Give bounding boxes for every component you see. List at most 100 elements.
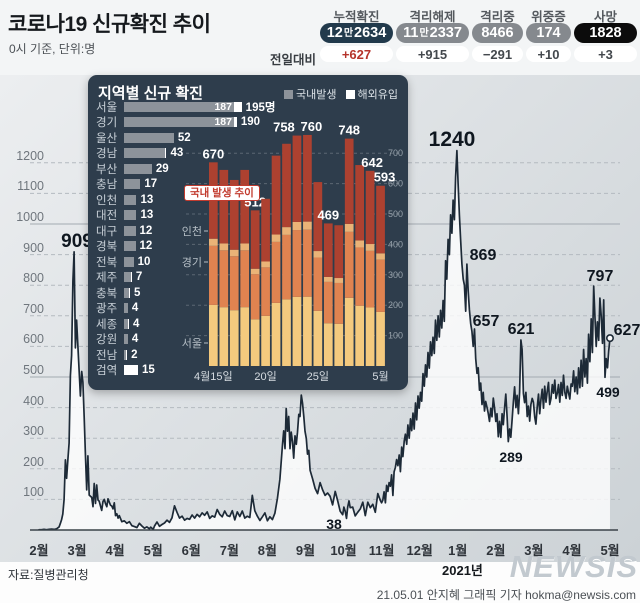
region-bar-wrap <box>124 225 136 236</box>
region-bar-domestic <box>124 272 131 283</box>
region-row: 광주 4 <box>96 301 296 317</box>
region-row: 검역 15 <box>96 363 296 379</box>
stat-label: 사망 <box>593 10 617 24</box>
inset-bar-segment-서울 <box>292 296 302 366</box>
stat-value-pill: 8466 <box>472 23 523 43</box>
stat-label: 격리중 <box>480 10 515 24</box>
stat-value-main: 12 <box>326 25 343 41</box>
y-tick-label: 600 <box>23 332 44 347</box>
inset-bar-segment-서울 <box>240 307 250 366</box>
region-bar-wrap <box>124 334 128 345</box>
region-bar-wrap <box>124 256 134 267</box>
stat-delta-pill: +627 <box>320 46 393 62</box>
inset-bar-segment-기타 <box>271 155 281 235</box>
inset-bar-segment-경기 <box>313 257 323 311</box>
region-row: 충북 5 <box>96 285 296 301</box>
chart-annotation: 627 <box>613 322 640 339</box>
inset-bar-segment-경기 <box>344 231 354 298</box>
inset-bar-segment-서울 <box>261 315 270 366</box>
region-value: 15 <box>142 364 155 377</box>
region-bar-domestic: 187 <box>124 101 234 113</box>
region-bar-domestic <box>124 163 152 174</box>
y-tick-label: 1100 <box>17 179 44 194</box>
region-value: 17 <box>144 178 158 191</box>
stat-value-unit: 만 <box>343 28 354 39</box>
region-value: 13 <box>140 209 154 222</box>
stat-value-main: 8466 <box>481 25 514 41</box>
domestic-swatch-icon <box>284 90 294 99</box>
stat-label: 격리해제 <box>409 10 456 24</box>
region-bar-wrap <box>124 349 128 360</box>
inset-bar-segment-기타 <box>344 138 354 224</box>
domestic-trend-chip: 국내 발생 추이 <box>184 185 260 201</box>
region-row: 대구 12 <box>96 223 296 239</box>
inset-bar-segment-기타 <box>376 185 385 254</box>
inset-bar-segment-서울 <box>271 302 281 366</box>
stat-delta-pill: +10 <box>526 46 571 62</box>
stat-value-pill: 174 <box>526 23 571 43</box>
region-name: 대전 <box>96 210 118 223</box>
region-bar-imported <box>130 272 132 283</box>
inset-x-tick-label: 25일 <box>307 369 329 383</box>
month-label: 4월 <box>105 543 125 558</box>
region-value: 43 <box>170 147 184 160</box>
month-label: 9월 <box>295 543 316 558</box>
legend-label: 해외유입 <box>357 89 398 101</box>
legend-item: 해외유입 <box>345 86 398 102</box>
chart-annotation: 621 <box>507 321 535 338</box>
region-bar-wrap <box>124 179 141 190</box>
region-bar-wrap <box>124 210 137 221</box>
stat-value-pill: 11 만 2337 <box>396 23 469 43</box>
stat-delta-pill: +3 <box>574 46 637 62</box>
inset-bar-segment-인천 <box>323 276 333 282</box>
inset-bar-segment-경기 <box>229 256 239 311</box>
region-value: 2 <box>131 348 138 361</box>
region-bar-imported <box>234 117 237 128</box>
inset-bar-segment-서울 <box>365 307 375 366</box>
inset-bar-segment-인천 <box>250 268 260 275</box>
region-row: 전남 2 <box>96 347 296 363</box>
y-tick-label: 100 <box>23 485 44 500</box>
stat-value-main: 174 <box>536 25 561 41</box>
newsis-logo: NEWSIS <box>509 549 638 584</box>
inset-y-tick-label: 700 <box>388 148 403 158</box>
y-tick-label: 800 <box>23 271 44 286</box>
inset-legend: 국내발생 해외유입 <box>284 86 398 102</box>
region-bar-domestic <box>124 349 126 360</box>
region-value: 12 <box>139 224 153 237</box>
region-bar-imported <box>234 101 242 112</box>
region-name: 울산 <box>96 132 118 145</box>
region-row: 세종 4 <box>96 316 296 332</box>
stat-delta-pill: −291 <box>472 46 523 62</box>
region-bar-wrap: 187 <box>124 101 242 113</box>
stat-label: 누적확진 <box>333 10 380 24</box>
inset-bar-segment-경기 <box>355 247 364 306</box>
region-value: 5 <box>133 286 141 299</box>
region-value: 195명 <box>245 101 276 114</box>
region-name: 전북 <box>96 256 118 269</box>
inset-bar-segment-인천 <box>355 240 364 248</box>
inset-bar-segment-기타 <box>282 143 291 228</box>
inset-bar-segment-인천 <box>376 253 385 260</box>
y-tick-label: 300 <box>23 424 44 439</box>
inset-bar-segment-기타 <box>240 169 250 244</box>
stat-value-main: 11 <box>403 25 419 41</box>
month-label: 5월 <box>600 543 620 558</box>
inset-bar-segment-인천 <box>282 227 291 235</box>
inset-pointer-label: 서울 <box>182 337 202 350</box>
inset-bar-segment-기타 <box>323 223 333 277</box>
month-label: 10월 <box>330 543 357 558</box>
region-value: 52 <box>177 131 191 144</box>
region-row: 경기 187 190 <box>96 115 296 131</box>
region-value: 12 <box>139 240 153 253</box>
inset-bar-segment-서울 <box>303 296 312 366</box>
inset-bar-segment-인천 <box>240 243 250 251</box>
region-bar-domestic <box>124 241 136 252</box>
inset-bar-segment-경기 <box>334 282 344 324</box>
stat-column-4: 사망 1828 +3 <box>574 6 637 62</box>
inset-y-tick-label: 300 <box>388 270 403 280</box>
region-name: 경기 <box>96 117 118 130</box>
chart-annotation: 38 <box>326 516 342 532</box>
chart-annotation: 797 <box>586 268 614 285</box>
